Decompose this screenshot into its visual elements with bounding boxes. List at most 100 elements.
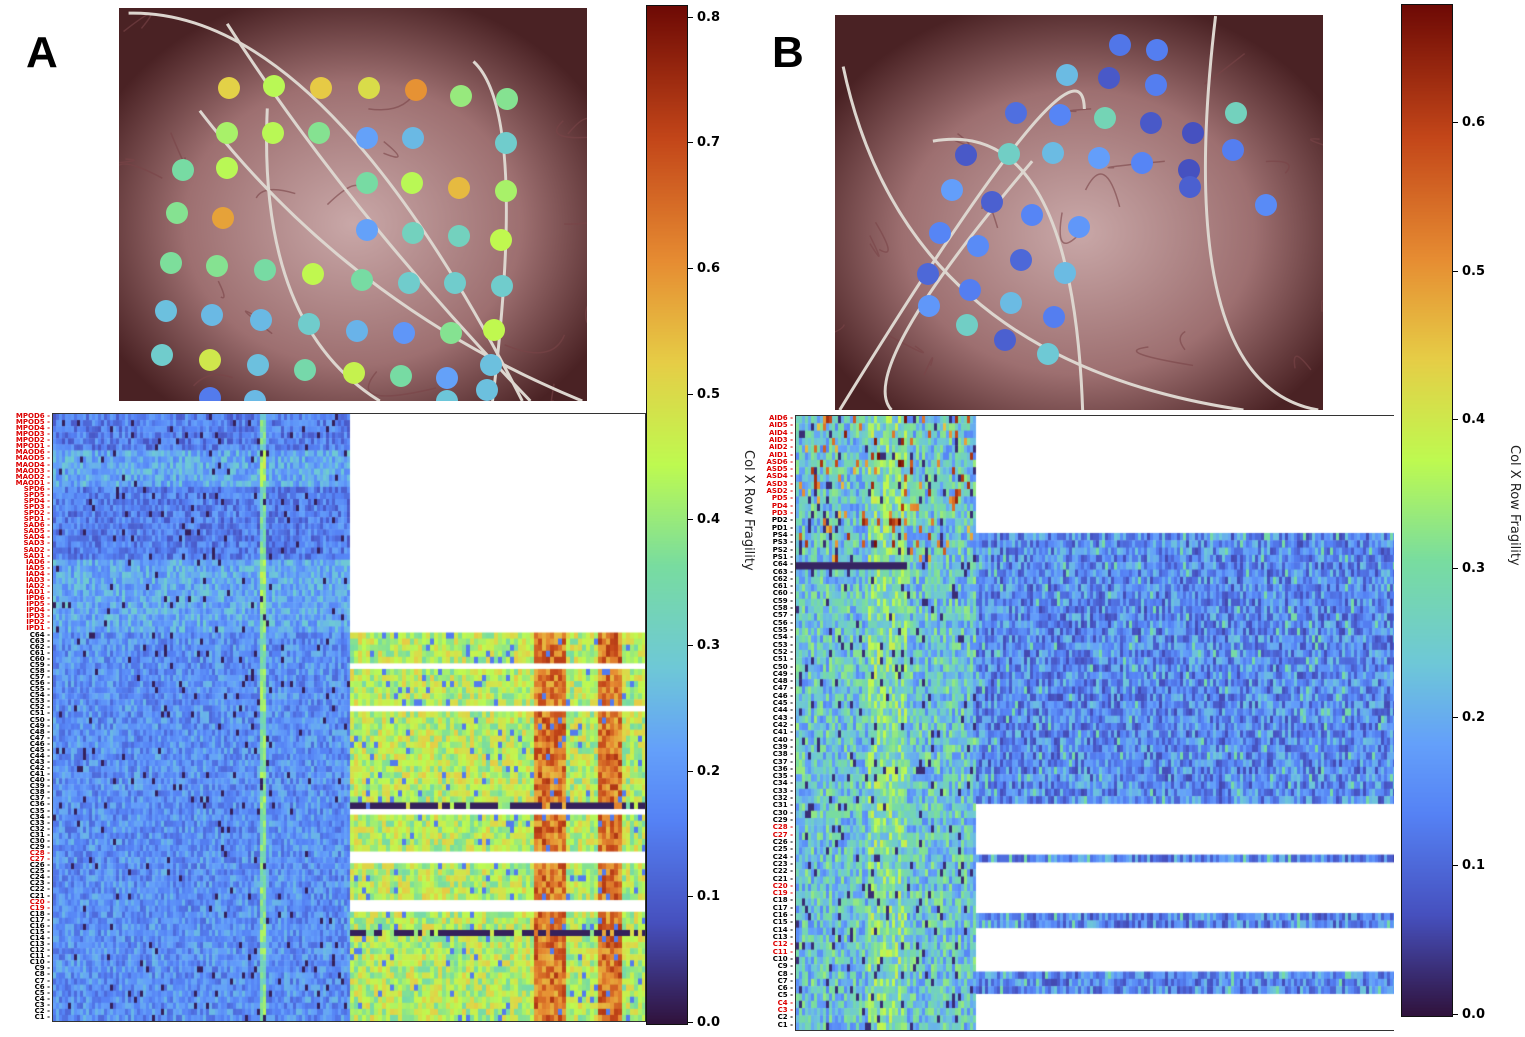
electrode-dot	[294, 359, 316, 381]
row-label: AID4 -	[768, 428, 793, 437]
row-label: C61 -	[29, 648, 50, 657]
colorbar-tick: 0.3	[688, 638, 720, 653]
row-label: C2 -	[34, 1006, 50, 1015]
row-label: C13 -	[772, 932, 793, 941]
electrode-dot	[308, 122, 330, 144]
row-label: C43 -	[29, 757, 50, 766]
row-label: C47 -	[29, 733, 50, 742]
row-label: C51 -	[772, 655, 793, 664]
row-label: C5 -	[777, 991, 793, 1000]
row-label: C40 -	[772, 735, 793, 744]
row-label: PS1 -	[772, 552, 793, 561]
row-label: C12 -	[29, 946, 50, 955]
electrode-wire	[1203, 15, 1319, 410]
row-label: C53 -	[772, 640, 793, 649]
row-label: C26 -	[29, 861, 50, 870]
electrode-dot	[1109, 34, 1131, 56]
row-label: C24 -	[772, 852, 793, 861]
electrode-dot	[929, 222, 951, 244]
row-label: AID2 -	[768, 443, 793, 452]
row-label: C19 -	[29, 903, 50, 912]
row-label: C41 -	[29, 770, 50, 779]
brain-vessel	[1265, 160, 1290, 174]
row-label: C31 -	[772, 801, 793, 810]
row-label: C22 -	[29, 885, 50, 894]
row-label: IAD3 -	[25, 575, 50, 584]
colorbar-a-ticks: 0.0 0.1 0.2 0.3 0.4 0.5 0.6 0.7 0.8	[688, 5, 748, 1030]
electrode-dot	[1000, 292, 1022, 314]
row-label: SPD2 -	[23, 509, 50, 518]
electrode-dot	[212, 207, 234, 229]
electrode-dot	[358, 77, 380, 99]
row-label: MPOD1 -	[15, 442, 50, 451]
row-label: C60 -	[772, 589, 793, 598]
row-label: C43 -	[772, 713, 793, 722]
row-label: C64 -	[772, 560, 793, 569]
electrode-dot	[1131, 152, 1153, 174]
colorbar-tick: 0.5	[1453, 264, 1485, 279]
row-label: PS4 -	[772, 530, 793, 539]
electrode-dot	[1222, 139, 1244, 161]
brain-vessel	[923, 357, 934, 376]
electrode-dot	[216, 122, 238, 144]
electrode-dot	[1140, 112, 1162, 134]
row-label: C32 -	[29, 824, 50, 833]
electrode-dot	[262, 122, 284, 144]
electrode-dot	[436, 390, 458, 401]
row-label: C30 -	[29, 836, 50, 845]
row-label: ASD4 -	[766, 472, 793, 481]
electrode-wire	[128, 11, 524, 401]
electrode-dot	[476, 379, 498, 401]
row-label: C8 -	[777, 969, 793, 978]
row-label: C36 -	[772, 764, 793, 773]
row-label: C56 -	[772, 618, 793, 627]
row-label: MAOD4 -	[15, 460, 50, 469]
row-label: PD4 -	[771, 501, 793, 510]
row-label: C55 -	[29, 685, 50, 694]
row-label: C25 -	[29, 867, 50, 876]
row-label: C6 -	[777, 984, 793, 993]
row-label: C5 -	[34, 988, 50, 997]
electrode-dot	[448, 225, 470, 247]
row-label: SAD1 -	[23, 551, 50, 560]
electrode-dot	[206, 255, 228, 277]
colorbar-tick: 0.1	[1453, 858, 1485, 873]
row-label: C7 -	[777, 976, 793, 985]
row-label: IAD4 -	[25, 569, 50, 578]
row-label: C18 -	[772, 896, 793, 905]
colorbar-tick: 0.1	[688, 889, 720, 904]
row-label: SPD3 -	[23, 503, 50, 512]
row-label: C2 -	[777, 1013, 793, 1022]
electrode-dot	[398, 272, 420, 294]
row-label: C27 -	[772, 830, 793, 839]
colorbar-tick: 0.6	[1453, 115, 1485, 130]
row-label: C20 -	[29, 897, 50, 906]
brain-photo-b	[835, 15, 1323, 410]
electrode-wire	[838, 89, 1086, 410]
electrode-dot	[1145, 74, 1167, 96]
row-label: MAOD3 -	[15, 466, 50, 475]
colorbar-tick: 0.7	[688, 135, 720, 150]
electrode-dot	[444, 272, 466, 294]
row-label: PD3 -	[771, 509, 793, 518]
row-label: C49 -	[29, 721, 50, 730]
row-label: C7 -	[34, 976, 50, 985]
row-label: IAD5 -	[25, 563, 50, 572]
row-label: C62 -	[772, 574, 793, 583]
electrode-dot	[254, 259, 276, 281]
brain-vessel	[883, 332, 925, 354]
colorbar-tick: 0.4	[688, 512, 720, 527]
colorbar-tick: 0.4	[1453, 412, 1485, 427]
row-label: C1 -	[777, 1020, 793, 1029]
row-label: C32 -	[772, 794, 793, 803]
row-label: C26 -	[772, 837, 793, 846]
electrode-dot	[495, 132, 517, 154]
electrode-dot	[480, 354, 502, 376]
row-label: C4 -	[34, 994, 50, 1003]
row-label: C29 -	[772, 816, 793, 825]
row-label: C53 -	[29, 697, 50, 706]
colorbar-tick: 0.3	[1453, 561, 1485, 576]
row-label: C33 -	[29, 818, 50, 827]
heatmap-b	[795, 415, 1394, 1031]
row-label: C36 -	[29, 800, 50, 809]
